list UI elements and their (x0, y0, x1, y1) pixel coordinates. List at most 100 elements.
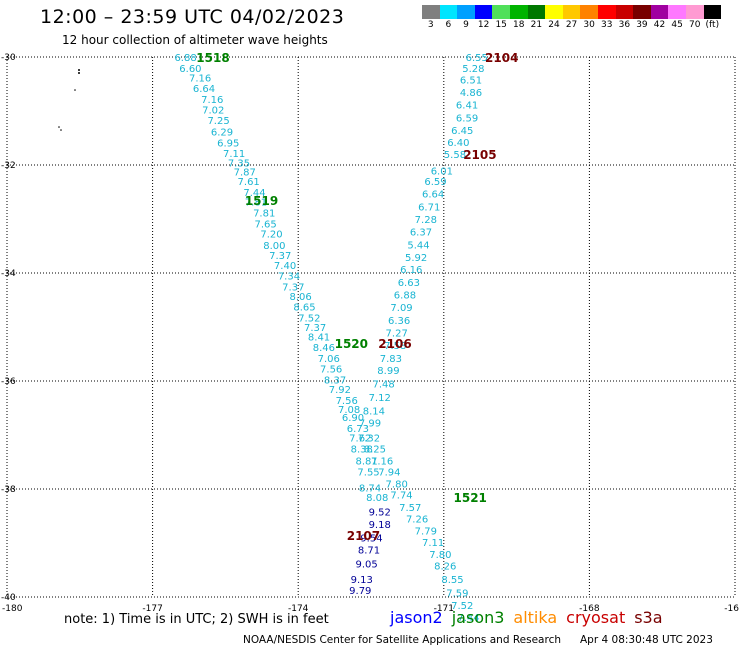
wave-height-value: 6.64 (422, 190, 444, 201)
colorbar-tick-label: 36 (618, 20, 631, 30)
wave-height-value: 6.29 (211, 128, 233, 139)
wave-height-value: 7.62 (349, 434, 371, 445)
colorbar-tick-label: 33 (601, 20, 613, 30)
satellite-legend: jason2 jason3 altika cryosat s3a (390, 608, 672, 627)
wave-height-value: 7.79 (415, 527, 437, 538)
longitude-label: -174 (288, 604, 309, 614)
wave-height-value: 4.86 (460, 88, 482, 99)
wave-height-value: 6.59 (456, 113, 478, 124)
colorbar-swatch (633, 5, 651, 19)
wave-height-value: 7.25 (207, 116, 229, 127)
wave-height-value: 7.26 (406, 515, 428, 526)
wave-height-value: 7.80 (429, 550, 451, 561)
colorbar-cell: 6 (439, 5, 458, 31)
colorbar-tick-label: 30 (583, 20, 595, 30)
wave-height-value: 7.59 (446, 589, 468, 600)
colorbar-cell: 18 (509, 5, 528, 31)
colorbar-swatch (668, 5, 686, 19)
wave-height-value: 7.56 (336, 396, 358, 407)
colorbar-cell: 36 (615, 5, 634, 31)
wave-height-value: 8.06 (289, 292, 311, 303)
pass-labels: 1518 1519 1520 1521 2104 2105 2106 2107 (196, 51, 518, 543)
wave-height-value: 7.52 (451, 601, 473, 612)
wave-height-points: 6.886.607.166.647.167.027.256.296.957.11… (174, 53, 487, 624)
latitude-label: -32 (1, 161, 16, 171)
colorbar-swatch (527, 5, 546, 19)
wave-height-value: 6.45 (451, 126, 473, 137)
colorbar-tick-label: 6 (445, 20, 452, 30)
wave-height-value: 7.92 (329, 385, 351, 396)
legend-altika: altika (513, 608, 558, 627)
wave-height-value: 7.37 (282, 283, 304, 294)
wave-height-value: 7.16 (371, 456, 393, 467)
wave-height-value: 7.16 (201, 95, 223, 106)
wave-height-value: 6.59 (424, 177, 446, 188)
wave-height-value: 7.34 (278, 272, 300, 283)
latitude-label: -30 (1, 53, 16, 63)
pass-number-label: 1518 (196, 51, 229, 65)
wave-height-value: 6.55 (466, 53, 488, 64)
map-axis-labels: -180 -177 -174 -171 -168 -16 -30 -32 -34 -36 -38 -4… (1, 53, 739, 614)
wave-height-value: 7.44 (457, 613, 479, 624)
colorbar-tick-label: 18 (513, 20, 525, 30)
wave-height-value: 8.65 (293, 302, 315, 313)
colorbar-swatch (492, 5, 510, 19)
colorbar-tick-label: 39 (636, 20, 648, 30)
colorbar-tick-label: 24 (548, 20, 560, 30)
longitude-label: -168 (579, 604, 600, 614)
colorbar-cell: 70 (685, 5, 704, 31)
wave-height-value: 9.54 (360, 534, 382, 545)
colorbar-tick-label: 42 (653, 20, 666, 30)
wave-height-value: 9.18 (369, 520, 391, 531)
wave-height-value: 8.46 (313, 343, 335, 354)
colorbar-cell: 45 (668, 5, 686, 31)
wave-height-colorbar: 3 6 9 12 15 18 21 24 27 30 33 36 39 42 45 70 (ft) (422, 5, 722, 31)
colorbar-swatch (545, 5, 563, 19)
wave-height-value: 8.26 (434, 562, 456, 573)
footer-credit: NOAA/NESDIS Center for Satellite Applica… (243, 634, 561, 646)
wave-height-value: 6.88 (394, 291, 416, 302)
wave-height-value: 7.65 (255, 219, 277, 230)
colorbar-swatch (562, 5, 581, 19)
wave-height-value: 6.95 (217, 138, 239, 149)
wave-height-value: 8.55 (441, 575, 463, 586)
wave-height-value: 5.44 (407, 240, 429, 251)
map-grid (6, 56, 736, 598)
colorbar-cell: 39 (633, 5, 651, 31)
wave-height-value: 9.79 (349, 586, 371, 597)
wave-height-value: 9.05 (355, 560, 377, 571)
wave-height-value: 6.40 (447, 138, 469, 149)
pass-number-label: 2106 (378, 337, 411, 351)
wave-height-value: 7.16 (189, 74, 211, 85)
colorbar-swatch (439, 5, 458, 19)
wave-height-value: 7.37 (304, 323, 326, 334)
wave-height-value: 7.02 (202, 105, 224, 116)
colorbar-tick-label: 9 (463, 20, 469, 30)
wave-height-value: 8.74 (359, 483, 381, 494)
legend-cryosat: cryosat (566, 608, 626, 627)
wave-height-value: 6.90 (342, 413, 364, 424)
wave-height-value: 6.16 (400, 265, 422, 276)
wave-height-value: 7.32 (358, 434, 380, 445)
colorbar-cell: 15 (492, 5, 510, 31)
wave-height-value: 6.36 (388, 316, 410, 327)
colorbar-cell: 33 (597, 5, 616, 31)
wave-height-value: 6.64 (193, 84, 215, 95)
wave-height-value: 7.57 (399, 503, 421, 514)
wave-height-value: 7.20 (260, 230, 282, 241)
wave-height-value: 7.58 (384, 341, 406, 352)
longitude-label: -171 (434, 604, 454, 614)
legend-jason3: jason3 (451, 608, 505, 627)
wave-height-value: 8.41 (308, 333, 330, 344)
colorbar-swatch (422, 5, 440, 19)
colorbar-cell: 27 (562, 5, 581, 31)
wave-height-value: 7.09 (390, 303, 412, 314)
colorbar-tick-label: 3 (427, 20, 434, 30)
wave-height-value: 7.06 (318, 354, 340, 365)
wave-height-value: 7.55 (357, 468, 379, 479)
wave-height-value: 7.40 (274, 261, 296, 272)
colorbar-cell: 12 (474, 5, 493, 31)
longitude-label: -180 (2, 604, 23, 614)
colorbar-cell: 24 (545, 5, 563, 31)
